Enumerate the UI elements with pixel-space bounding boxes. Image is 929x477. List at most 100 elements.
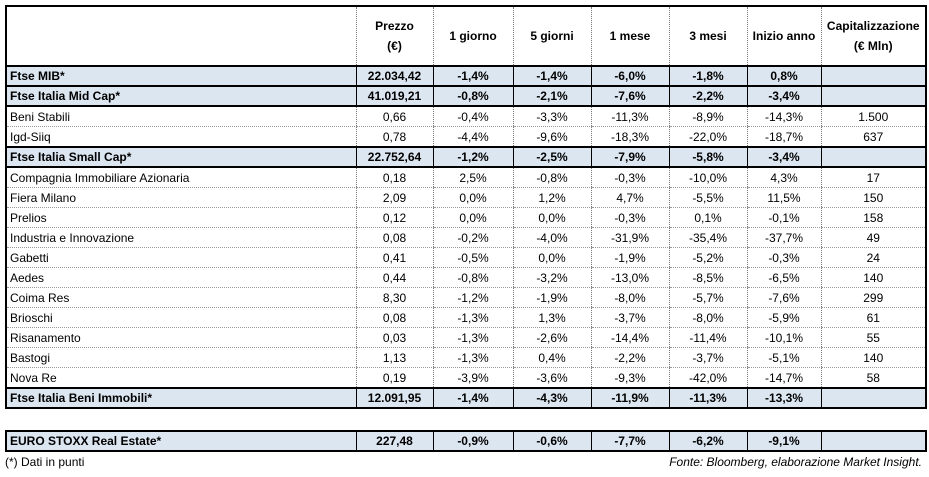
cell-market-cap — [820, 387, 927, 409]
cell-1-month: -0,3% — [590, 167, 669, 188]
cell-ytd: -0,1% — [746, 207, 821, 228]
cell-1-day: 0,0% — [432, 187, 513, 208]
cell-5-days: -9,6% — [512, 126, 591, 148]
cell-ytd: -5,9% — [746, 307, 821, 328]
cell-ytd: -14,3% — [746, 106, 821, 127]
cell-name: Brioschi — [5, 307, 356, 328]
cell-name: Ftse Italia Beni Immobili* — [5, 387, 356, 409]
cell-5-days: -4,0% — [512, 227, 591, 248]
cell-ytd: 11,5% — [746, 187, 821, 208]
cell-1-day: 0,0% — [432, 207, 513, 228]
table-row: Prelios 0,12 0,0% 0,0% -0,3% 0,1% -0,1% 158 — [5, 207, 927, 228]
table-row: Gabetti 0,41 -0,5% 0,0% -1,9% -5,2% -0,3% 24 — [5, 247, 927, 268]
cell-1-month: -31,9% — [590, 227, 669, 248]
cell-name: Aedes — [5, 267, 356, 288]
table-row: Bastogi 1,13 -1,3% 0,4% -2,2% -3,7% -5,1% 140 — [5, 347, 927, 368]
cell-name: Ftse Italia Mid Cap* — [5, 85, 356, 107]
cell-ytd: -9,1% — [746, 430, 821, 452]
cell-ytd: -13,3% — [746, 387, 821, 409]
cell-1-month: -6,0% — [590, 65, 669, 87]
cell-1-day: -0,5% — [432, 247, 513, 268]
cell-1-day: -1,2% — [432, 146, 513, 168]
cell-ytd: -7,6% — [746, 287, 821, 308]
cell-3-months: -10,0% — [668, 167, 747, 188]
column-header-1-month: 1 mese — [590, 5, 669, 67]
column-header-3-months: 3 mesi — [668, 5, 747, 67]
cell-1-month: -8,0% — [590, 287, 669, 308]
cell-5-days: -2,6% — [512, 327, 591, 348]
cell-1-day: -0,2% — [432, 227, 513, 248]
cell-name: Ftse Italia Small Cap* — [5, 146, 356, 168]
cell-1-day: -1,3% — [432, 347, 513, 368]
table-row: Fiera Milano 2,09 0,0% 1,2% 4,7% -5,5% 11,5% 15… — [5, 187, 927, 208]
cell-market-cap: 61 — [820, 307, 927, 328]
cell-1-month: -11,3% — [590, 106, 669, 127]
cell-name: Compagnia Immobiliare Azionaria — [5, 167, 356, 188]
cell-price: 0,08 — [355, 307, 433, 328]
table-row: Aedes 0,44 -0,8% -3,2% -13,0% -8,5% -6,5% 140 — [5, 267, 927, 288]
cell-1-day: -1,4% — [432, 387, 513, 409]
cell-3-months: -8,0% — [668, 307, 747, 328]
cell-market-cap: 17 — [820, 167, 927, 188]
column-header-ytd: Inizio anno — [746, 5, 821, 67]
cell-1-day: -0,4% — [432, 106, 513, 127]
cell-name: Nova Re — [5, 367, 356, 389]
cell-1-month: -18,3% — [590, 126, 669, 148]
cell-3-months: -11,4% — [668, 327, 747, 348]
table-row: Coima Res 8,30 -1,2% -1,9% -8,0% -5,7% -7,6% 29… — [5, 287, 927, 308]
cell-5-days: 1,2% — [512, 187, 591, 208]
cell-ytd: -3,4% — [746, 146, 821, 168]
cell-1-month: 4,7% — [590, 187, 669, 208]
table-row: Igd-Siiq 0,78 -4,4% -9,6% -18,3% -22,0% -18,7%… — [5, 126, 927, 148]
cell-ytd: -18,7% — [746, 126, 821, 148]
cell-1-month: -0,3% — [590, 207, 669, 228]
cell-1-month: -7,9% — [590, 146, 669, 168]
table-row: Beni Stabili 0,66 -0,4% -3,3% -11,3% -8,9% -14… — [5, 106, 927, 127]
cell-ytd: -5,1% — [746, 347, 821, 368]
cell-1-month: -7,7% — [590, 430, 669, 452]
cell-1-day: -4,4% — [432, 126, 513, 148]
real-estate-performance-table: Prezzo (€) 1 giorno 5 giorni 1 mese 3 mesi In… — [5, 5, 927, 469]
cell-market-cap: 55 — [820, 327, 927, 348]
cell-5-days: -1,4% — [512, 65, 591, 87]
table-row: Brioschi 0,08 -1,3% 1,3% -3,7% -8,0% -5,9% 61 — [5, 307, 927, 328]
cell-price: 12.091,95 — [355, 387, 433, 409]
cell-1-day: -1,4% — [432, 65, 513, 87]
cell-1-day: -1,3% — [432, 307, 513, 328]
cell-3-months: -2,2% — [668, 85, 747, 107]
benchmark-row: EURO STOXX Real Estate* 227,48 -0,9% -0,6% -… — [5, 430, 927, 452]
cell-1-month: -2,2% — [590, 347, 669, 368]
cell-ytd: -10,1% — [746, 327, 821, 348]
cell-1-day: -0,8% — [432, 85, 513, 107]
cell-3-months: -5,7% — [668, 287, 747, 308]
cell-1-month: -1,9% — [590, 247, 669, 268]
cell-market-cap: 24 — [820, 247, 927, 268]
cell-name: Ftse MIB* — [5, 65, 356, 87]
cell-market-cap: 158 — [820, 207, 927, 228]
cell-market-cap: 150 — [820, 187, 927, 208]
cell-5-days: -0,8% — [512, 167, 591, 188]
cell-name: Fiera Milano — [5, 187, 356, 208]
cell-price: 227,48 — [355, 430, 433, 452]
cell-1-day: -1,2% — [432, 287, 513, 308]
cell-market-cap: 140 — [820, 347, 927, 368]
cell-3-months: -5,2% — [668, 247, 747, 268]
cell-5-days: -3,2% — [512, 267, 591, 288]
cell-ytd: 0,8% — [746, 65, 821, 87]
cell-name: Igd-Siiq — [5, 126, 356, 148]
cell-price: 0,19 — [355, 367, 433, 389]
cell-price: 0,08 — [355, 227, 433, 248]
cell-5-days: 0,0% — [512, 247, 591, 268]
cell-price: 0,03 — [355, 327, 433, 348]
cell-5-days: 0,4% — [512, 347, 591, 368]
cell-market-cap — [820, 430, 927, 452]
cell-price: 2,09 — [355, 187, 433, 208]
footnote: (*) Dati in punti — [5, 455, 85, 469]
cell-3-months: -5,8% — [668, 146, 747, 168]
cell-5-days: -1,9% — [512, 287, 591, 308]
cell-market-cap — [820, 146, 927, 168]
cell-3-months: 0,1% — [668, 207, 747, 228]
cell-market-cap — [820, 85, 927, 107]
cell-market-cap — [820, 65, 927, 87]
cell-price: 41.019,21 — [355, 85, 433, 107]
